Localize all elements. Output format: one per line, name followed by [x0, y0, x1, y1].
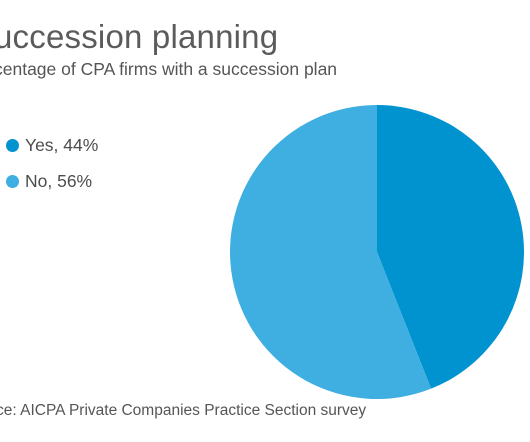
legend-swatch-no: [6, 174, 19, 188]
source-note: ce: AICPA Private Companies Practice Sec…: [0, 402, 367, 419]
legend-label-yes: Yes, 44%: [25, 134, 99, 155]
pie-slice-yes: [377, 105, 525, 389]
pie-slice-no: [230, 105, 432, 399]
pie-slices: [230, 105, 525, 399]
chart-subtitle: centage of CPA firms with a succession p…: [0, 59, 338, 79]
legend-item-yes: Yes, 44%: [6, 134, 98, 156]
chart-legend: Yes, 44% No, 56%: [6, 134, 98, 206]
legend-label-no: No, 56%: [25, 170, 93, 191]
chart-title: uccession planning: [0, 18, 279, 55]
legend-swatch-yes: [6, 138, 19, 152]
legend-item-no: No, 56%: [6, 170, 98, 192]
